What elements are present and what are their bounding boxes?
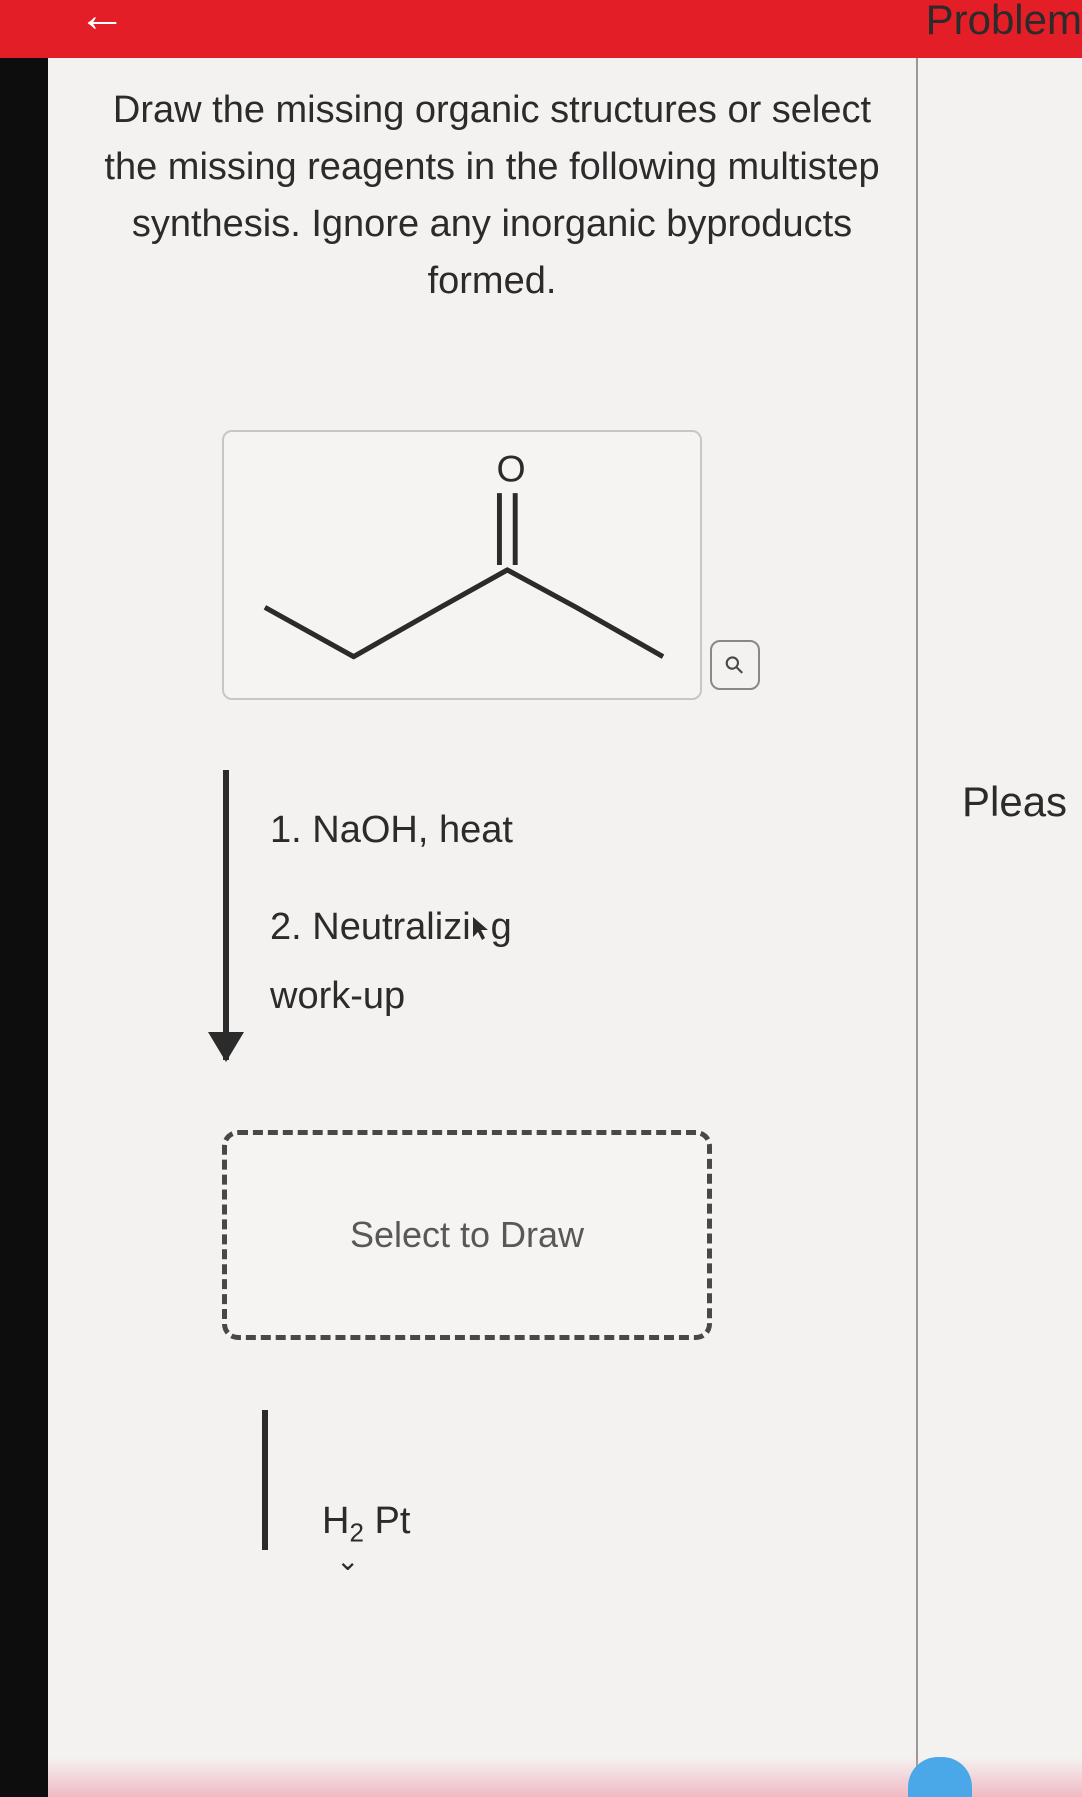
back-arrow-icon[interactable]: ←: [78, 0, 126, 43]
problem-label: Problem: [926, 0, 1082, 44]
magnifier-icon: ⚲: [719, 649, 752, 682]
select-to-draw-box[interactable]: Select to Draw: [222, 1130, 712, 1340]
down-arrow-2-icon: [262, 1410, 268, 1550]
reaction-arrow-section-1: 1. NaOH, heat 2. Neutralizi g work-up: [222, 770, 892, 1060]
zoom-button[interactable]: ⚲: [710, 640, 760, 690]
content-column: Draw the missing organic structures or s…: [48, 58, 918, 1797]
reagent-h2-pt: H2 Pt ⌄: [322, 1410, 410, 1549]
h2-prefix: H: [322, 1500, 349, 1542]
reaction-arrow-section-2: H2 Pt ⌄: [262, 1410, 892, 1550]
ketone-molecule-svg: O: [224, 432, 700, 698]
reagent2-prefix: 2. Neutralizi: [270, 906, 471, 948]
cursor-icon: [471, 915, 491, 941]
molecule-structure-box[interactable]: O ⚲: [222, 430, 702, 700]
please-text-partial: Pleas: [962, 778, 1082, 826]
question-text: Draw the missing organic structures or s…: [92, 82, 892, 310]
draw-placeholder-text: Select to Draw: [350, 1214, 584, 1256]
reagent-list-1: 1. NaOH, heat 2. Neutralizi g work-up: [270, 770, 513, 1026]
reagent2-suffix: g: [491, 906, 512, 948]
screen-bezel: [0, 0, 48, 1797]
reagent-item-1: 1. NaOH, heat: [270, 800, 513, 861]
right-column: Pleas: [918, 58, 1082, 1797]
reagent-item-2: 2. Neutralizi g: [270, 897, 513, 958]
chevron-down-icon: ⌄: [336, 1544, 359, 1577]
oxygen-label: O: [496, 447, 525, 489]
down-arrow-icon: [222, 770, 230, 1060]
reagent-item-3: work-up: [270, 966, 513, 1027]
main-panel: Draw the missing organic structures or s…: [48, 58, 1082, 1797]
header-bar: ← Problem: [0, 0, 1082, 58]
pt-text: Pt: [364, 1500, 410, 1542]
